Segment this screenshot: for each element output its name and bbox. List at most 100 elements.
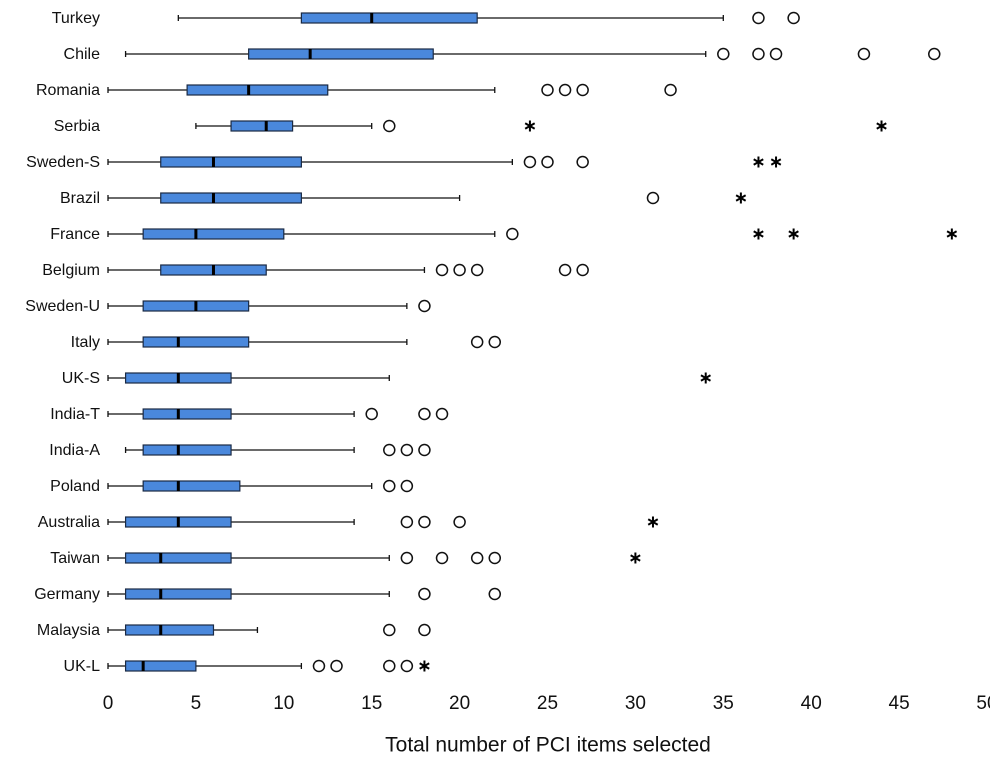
category-label: Poland: [50, 478, 100, 495]
outlier: [769, 47, 783, 61]
outlier: [330, 659, 343, 673]
box: [124, 588, 232, 600]
box: [142, 408, 232, 420]
box: [124, 552, 232, 564]
category-label: France: [50, 226, 100, 243]
outlier: [664, 83, 677, 97]
x-tick-label: 10: [273, 693, 294, 714]
extreme-stroke: [735, 194, 747, 202]
outlier: [488, 335, 502, 349]
outlier: [541, 155, 554, 169]
outlier: [435, 407, 449, 421]
outlier: [558, 83, 572, 97]
outlier: [400, 443, 414, 457]
extreme: [524, 120, 536, 132]
outlier: [418, 407, 431, 421]
extreme: [876, 120, 887, 132]
box: [142, 480, 241, 492]
outlier: [576, 83, 589, 97]
extreme-stroke: [946, 230, 958, 238]
outlier: [312, 659, 326, 673]
outlier: [435, 263, 449, 277]
outlier: [470, 335, 484, 349]
box: [248, 48, 434, 60]
x-tick-label: 30: [625, 693, 646, 714]
outlier: [418, 443, 431, 457]
x-tick-label: 35: [713, 693, 734, 714]
category-label: India-A: [49, 442, 100, 459]
outlier: [576, 155, 589, 169]
outlier: [470, 551, 484, 565]
outlier: [558, 263, 572, 277]
extreme: [419, 660, 430, 672]
category-label: Serbia: [54, 118, 100, 135]
box: [300, 12, 478, 24]
box: [142, 444, 232, 456]
outlier: [506, 227, 519, 241]
outlier: [857, 47, 871, 61]
box: [124, 660, 197, 672]
x-tick-label: 50: [976, 693, 990, 714]
box: [230, 120, 294, 132]
outlier: [400, 551, 414, 565]
category-label: UK-S: [62, 370, 100, 387]
extreme-stroke: [630, 554, 641, 562]
extreme: [788, 228, 799, 240]
x-tick-label: 20: [449, 693, 470, 714]
category-label: Belgium: [42, 262, 100, 279]
outlier: [752, 11, 765, 25]
outlier: [383, 119, 396, 133]
extreme: [700, 372, 711, 384]
extreme: [753, 228, 764, 240]
x-tick-label: 40: [801, 693, 822, 714]
x-tick-label: 0: [103, 693, 114, 714]
extreme-stroke: [753, 158, 764, 166]
outlier: [418, 515, 431, 529]
category-label: Italy: [71, 334, 100, 351]
box: [142, 336, 250, 348]
extreme-stroke: [770, 158, 782, 166]
outlier: [418, 299, 431, 313]
outlier: [418, 587, 431, 601]
extreme: [735, 192, 747, 204]
box: [124, 624, 215, 636]
outlier: [418, 623, 431, 637]
category-label: Malaysia: [37, 622, 100, 639]
outlier: [787, 11, 800, 25]
outlier: [383, 623, 396, 637]
category-label: Australia: [38, 514, 100, 531]
box: [160, 156, 302, 168]
outlier: [453, 515, 466, 529]
extreme-stroke: [419, 662, 430, 670]
category-label: UK-L: [64, 658, 101, 675]
box: [186, 84, 329, 96]
outlier: [365, 407, 378, 421]
extreme: [770, 156, 782, 168]
extreme-stroke: [700, 374, 711, 382]
outlier: [400, 515, 414, 529]
extreme: [647, 516, 659, 528]
extreme-stroke: [524, 122, 536, 130]
outlier: [453, 263, 466, 277]
outlier: [470, 263, 484, 277]
extreme: [946, 228, 958, 240]
outlier: [400, 659, 414, 673]
x-tick-label: 15: [361, 693, 382, 714]
category-label: Romania: [36, 82, 100, 99]
outlier: [928, 47, 941, 61]
x-tick-label: 25: [537, 693, 558, 714]
outlier: [488, 587, 502, 601]
outlier: [717, 47, 730, 61]
extreme-stroke: [876, 122, 887, 130]
outlier: [576, 263, 589, 277]
outlier: [541, 83, 554, 97]
category-label: Chile: [64, 46, 101, 63]
outlier: [400, 479, 414, 493]
outlier: [383, 479, 396, 493]
box: [142, 228, 285, 240]
category-label: Taiwan: [50, 550, 100, 567]
extreme-stroke: [753, 230, 764, 238]
outlier: [752, 47, 765, 61]
box: [160, 192, 302, 204]
